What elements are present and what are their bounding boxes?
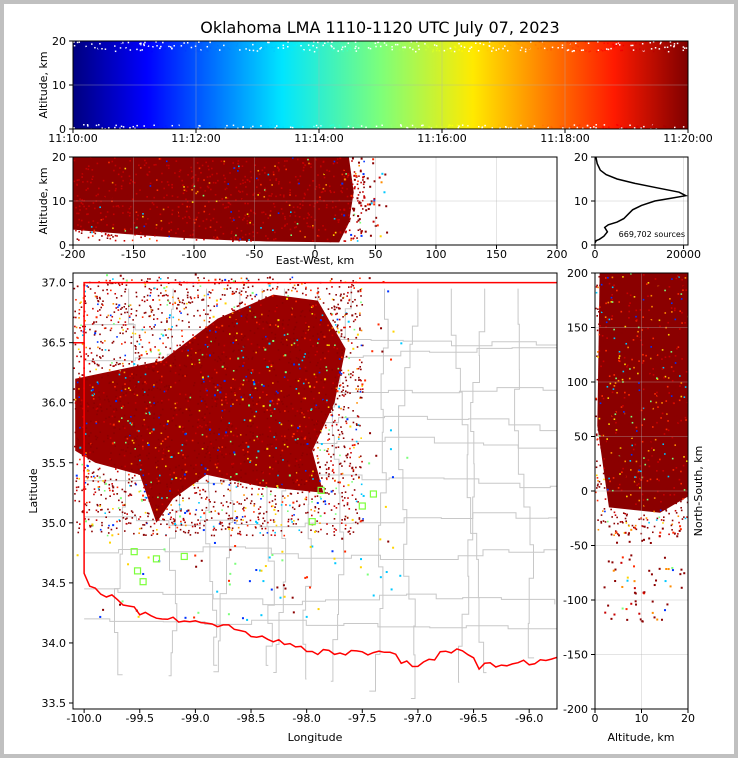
latitude-tick: 36.0 [42, 397, 67, 410]
eastwest-altitude-panel: -200 -150 -100 -50 0 50 100 150 200 0 10 20 East-We… [37, 151, 568, 267]
time-tick: 11:18:00 [540, 132, 589, 145]
eastwest-xlabel: East-West, km [276, 254, 354, 267]
time-tick: 11:20:00 [663, 132, 712, 145]
station-marker [139, 578, 147, 586]
altitude-xlabel: Altitude, km [607, 731, 674, 744]
plan-view-axes [72, 272, 558, 710]
figure-title: Oklahoma LMA 1110-1120 UTC July 07, 2023 [200, 18, 559, 37]
time-tick: 11:16:00 [417, 132, 466, 145]
time-tick: 11:10:00 [48, 132, 97, 145]
eastwest-tick: 50 [369, 248, 383, 261]
longitude-tick: -100.0 [66, 712, 101, 725]
figure-frame: Oklahoma LMA 1110-1120 UTC July 07, 2023… [4, 4, 734, 754]
altitude-tick: 0 [59, 239, 66, 252]
northsouth-tick: -150 [563, 649, 588, 662]
northsouth-ylabel: North-South, km [692, 446, 705, 537]
northsouth-tick: 50 [574, 431, 588, 444]
eastwest-tick: 100 [426, 248, 447, 261]
station-marker [133, 567, 142, 575]
altitude-northsouth-panel: 0 10 20 200 150 100 50 0 -50 -100 -150 -200 Altitud… [563, 267, 705, 744]
northsouth-tick: 150 [567, 322, 588, 335]
histogram-altitude-tick: 0 [581, 239, 588, 252]
plan-view-panel: -100.0 -99.5 -99.0 -98.5 -98.0 -97.5 -97.0 -96.… [27, 272, 558, 744]
altitude-tick: 10 [635, 712, 649, 725]
eastwest-tick: -200 [61, 248, 86, 261]
source-count-annotation: 669,702 sources [619, 230, 685, 239]
longitude-tick: -96.0 [515, 712, 543, 725]
latitude-tick: 34.5 [42, 577, 67, 590]
eastwest-tick: -50 [246, 248, 264, 261]
eastwest-tick: 200 [547, 248, 568, 261]
altitude-tick: 0 [592, 712, 599, 725]
longitude-tick: -98.0 [292, 712, 320, 725]
histogram-count-tick: 20000 [666, 248, 701, 261]
latitude-tick: 33.5 [42, 697, 67, 710]
state-boundary [73, 281, 557, 344]
latitude-tick: 34.0 [42, 637, 67, 650]
altitude-histogram-panel: 0 20000 0 10 20 669,702 sources [574, 151, 701, 261]
latitude-tick: 37.0 [42, 277, 67, 290]
station-marker [317, 486, 325, 494]
northsouth-tick: -100 [563, 594, 588, 607]
histogram-line [594, 156, 689, 244]
latitude-tick: 36.5 [42, 337, 67, 350]
eastwest-ylabel: Altitude, km [37, 167, 50, 234]
altitude-tick: 20 [681, 712, 695, 725]
time-altitude-panel: 11:10:00 11:12:00 11:14:00 11:16:00 11:18:00… [37, 35, 713, 145]
longitude-tick: -97.0 [404, 712, 432, 725]
histogram-count-tick: 0 [592, 248, 599, 261]
eastwest-tick: -100 [182, 248, 207, 261]
altitude-tick: 10 [52, 79, 66, 92]
northsouth-density-core [597, 273, 688, 513]
latitude-label: Latitude [27, 468, 40, 514]
altitude-tick: 20 [52, 151, 66, 164]
source-density-core [75, 294, 346, 523]
northsouth-tick: -200 [563, 703, 588, 716]
lma-figure: Oklahoma LMA 1110-1120 UTC July 07, 2023… [27, 18, 713, 744]
longitude-tick: -98.5 [237, 712, 265, 725]
station-marker [180, 552, 188, 561]
latitude-tick: 35.0 [42, 517, 67, 530]
longitude-tick: -97.5 [348, 712, 376, 725]
eastwest-tick: -150 [121, 248, 146, 261]
time-altitude-ylabel: Altitude, km [37, 51, 50, 118]
station-marker [152, 555, 161, 563]
northsouth-tick: 100 [567, 376, 588, 389]
longitude-tick: -99.5 [126, 712, 154, 725]
altitude-tick: 20 [52, 35, 66, 48]
northsouth-tick: 200 [567, 267, 588, 280]
time-tick: 11:14:00 [294, 132, 343, 145]
station-marker [358, 502, 366, 510]
longitude-tick: -96.5 [459, 712, 487, 725]
northsouth-tick: 0 [581, 485, 588, 498]
eastwest-tick: 0 [312, 248, 319, 261]
histogram-altitude-tick: 20 [574, 151, 588, 164]
red-river-boundary [83, 342, 557, 671]
latitude-tick: 35.5 [42, 457, 67, 470]
altitude-tick: 0 [59, 123, 66, 136]
altitude-tick: 10 [52, 195, 66, 208]
histogram-altitude-tick: 10 [574, 195, 588, 208]
station-marker [369, 490, 378, 498]
station-marker [130, 548, 138, 556]
longitude-label: Longitude [288, 731, 343, 744]
station-marker [308, 518, 316, 526]
longitude-tick: -99.0 [181, 712, 209, 725]
eastwest-tick: 150 [486, 248, 507, 261]
northsouth-tick: -50 [570, 540, 588, 553]
time-tick: 11:12:00 [171, 132, 220, 145]
